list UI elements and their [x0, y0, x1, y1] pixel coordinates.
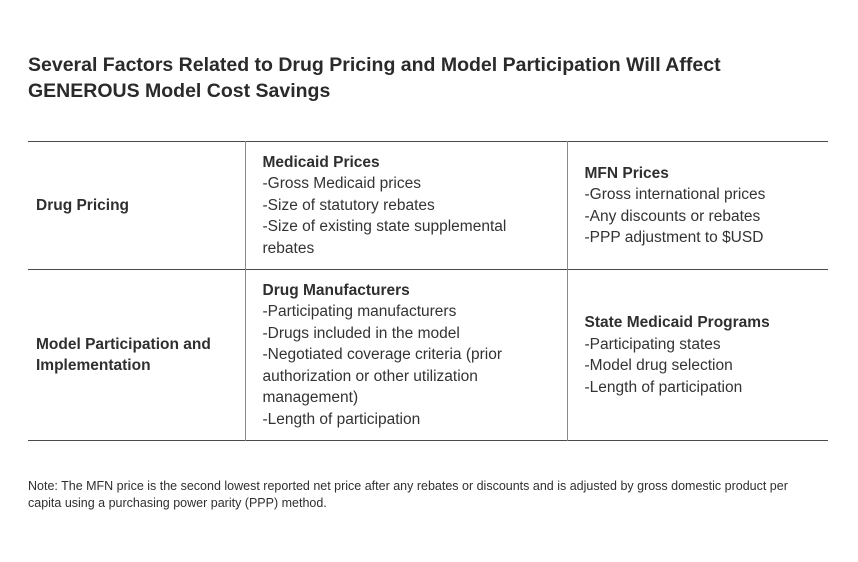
list-item: -Model drug selection: [584, 357, 733, 374]
factors-table: Drug Pricing Medicaid Prices -Gross Medi…: [28, 141, 828, 441]
list-item: -Length of participation: [262, 410, 421, 428]
list-item: -Negotiated coverage criteria (prior aut…: [262, 346, 503, 407]
page-title-line-1: Several Factors Related to Drug Pricing …: [28, 54, 721, 76]
list-item: -Any discounts or rebates: [584, 207, 761, 225]
list-item: -Participating states: [584, 335, 721, 353]
cell-heading-drug-manufacturers: Drug Manufacturers: [262, 281, 410, 299]
table-row-drug-pricing: Drug Pricing Medicaid Prices -Gross Medi…: [28, 141, 828, 270]
cell-heading-state-medicaid-programs: State Medicaid Programs: [584, 314, 770, 331]
list-medicaid-prices: -Gross Medicaid prices -Size of statutor…: [263, 173, 559, 259]
cell-mfn-prices: MFN Prices -Gross international prices -…: [566, 141, 828, 270]
row-label-drug-pricing: Drug Pricing: [36, 197, 130, 214]
list-item: -Gross Medicaid prices: [262, 175, 422, 193]
list-item: -Size of existing state supplemental reb…: [262, 218, 507, 257]
list-mfn-prices: -Gross international prices -Any discoun…: [585, 184, 821, 249]
page-title: Several Factors Related to Drug Pricing …: [28, 52, 808, 104]
cell-drug-manufacturers: Drug Manufacturers -Participating manufa…: [244, 269, 567, 441]
list-drug-manufacturers: -Participating manufacturers -Drugs incl…: [263, 301, 559, 430]
row-label-model-participation: Model Participation and Implementation: [36, 336, 211, 374]
footnote: Note: The MFN price is the second lowest…: [28, 479, 788, 510]
cell-state-medicaid-programs: State Medicaid Programs -Participating s…: [566, 269, 828, 441]
list-state-medicaid-programs: -Participating states -Model drug select…: [585, 334, 821, 399]
list-item: -Length of participation: [584, 378, 743, 396]
cell-heading-medicaid-prices: Medicaid Prices: [262, 153, 380, 171]
cell-medicaid-prices: Medicaid Prices -Gross Medicaid prices -…: [244, 141, 567, 270]
list-item: -Drugs included in the model: [262, 324, 460, 342]
table-row-model-participation: Model Participation and Implementation D…: [28, 269, 828, 441]
list-item: -Gross international prices: [584, 186, 766, 203]
list-item: -Participating manufacturers: [262, 303, 457, 321]
list-item: -PPP adjustment to $USD: [584, 229, 764, 246]
cell-heading-mfn-prices: MFN Prices: [584, 164, 669, 182]
page-title-line-2: GENEROUS Model Cost Savings: [28, 80, 331, 102]
list-item: -Size of statutory rebates: [262, 196, 435, 214]
